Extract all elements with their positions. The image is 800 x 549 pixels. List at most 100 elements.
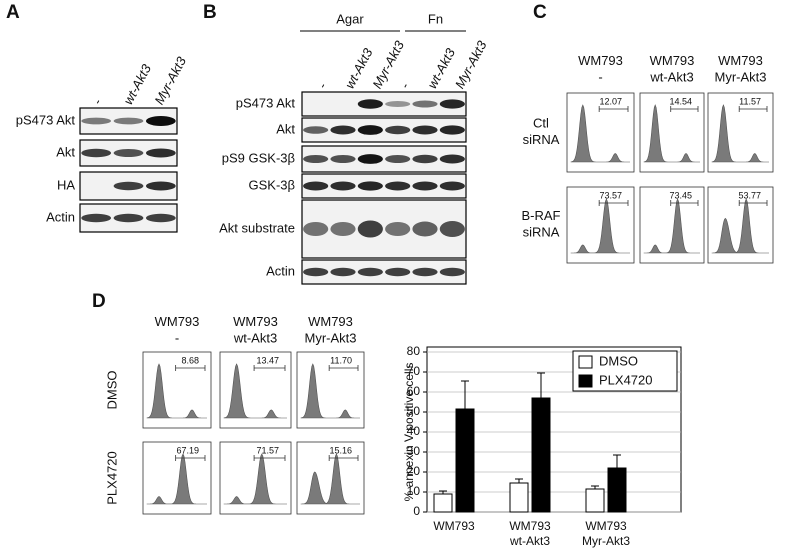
blot-band (303, 155, 329, 163)
gate (598, 106, 629, 112)
blot-band (357, 125, 383, 135)
gate-value: 53.77 (738, 190, 761, 200)
blot-band (439, 267, 465, 277)
gate (175, 455, 206, 461)
gate-value: 73.57 (599, 190, 622, 200)
blot-band (330, 181, 356, 191)
histogram (300, 363, 360, 419)
blot-band (145, 148, 176, 158)
row-label: Akt substrate (219, 220, 295, 235)
histogram (570, 104, 630, 163)
bar (433, 493, 453, 513)
blot-band (145, 213, 176, 223)
column-label: WM793- (578, 53, 623, 84)
blot-band (330, 222, 356, 236)
column-label: - (314, 80, 330, 91)
column-label: Myr-Akt3 (151, 54, 189, 107)
bar (585, 488, 605, 513)
row-label: Actin (266, 263, 295, 278)
bar (509, 482, 529, 513)
row-label: B-RAF siRNA (522, 208, 561, 239)
gate-value: 12.07 (599, 96, 622, 106)
gate (738, 106, 768, 112)
y-tick-label: 80 (407, 344, 421, 358)
y-tick-label: 50 (407, 404, 421, 418)
gate (738, 200, 768, 206)
y-axis-label: % annexin V positive cells (402, 363, 416, 502)
blot-band (439, 181, 465, 191)
blot-band (113, 213, 144, 223)
blot-band (439, 221, 465, 237)
blot-band (412, 181, 438, 191)
blot-band (303, 181, 329, 191)
gate (670, 200, 699, 206)
gate-value: 71.57 (256, 445, 279, 455)
blot-band (385, 181, 411, 191)
blot-band (330, 155, 356, 163)
blot-band (439, 99, 465, 109)
legend-swatch (578, 355, 593, 369)
gate (328, 455, 359, 461)
bar (607, 467, 627, 513)
panel-label: D (92, 291, 106, 312)
blot-frame (301, 259, 467, 285)
gate-value: 14.54 (669, 96, 692, 106)
error-bar (461, 380, 469, 409)
row-label: pS9 GSK-3β (222, 150, 295, 165)
blot-band (412, 125, 438, 135)
histogram (146, 453, 207, 505)
panel-label: B (203, 2, 217, 23)
histogram (300, 453, 360, 505)
x-tick-label: WM793 wt-Akt3 (509, 519, 551, 548)
blot-frame (301, 117, 467, 143)
histogram (711, 104, 769, 163)
histogram (223, 363, 287, 419)
bar (455, 408, 475, 513)
column-label: WM793 wt-Akt3 (233, 314, 278, 345)
gate (598, 200, 629, 206)
blot-band (357, 220, 383, 238)
gate-value: 73.45 (669, 190, 692, 200)
blot-band (330, 267, 356, 277)
row-label: PLX4720 (104, 451, 119, 505)
column-label: WM793 wt-Akt3 (649, 53, 694, 84)
group-label: Agar (336, 11, 364, 26)
blot-band (113, 117, 144, 125)
gate-value: 11.70 (330, 355, 352, 365)
blot-band (385, 222, 411, 236)
blot-frame (301, 173, 467, 199)
blot-band (113, 149, 144, 157)
histogram (643, 198, 700, 254)
histogram (643, 104, 700, 163)
blot-band (357, 267, 383, 277)
column-label: - (89, 96, 105, 107)
blot-frame (301, 91, 467, 117)
gate (328, 365, 359, 371)
row-label: HA (57, 177, 75, 192)
histogram (570, 198, 630, 254)
blot-band (412, 267, 438, 277)
gate-value: 13.47 (256, 355, 279, 365)
legend-label: DMSO (599, 353, 638, 368)
legend-swatch (578, 374, 593, 388)
blot-band (357, 181, 383, 191)
x-tick-label: WM793 Myr-Akt3 (582, 519, 630, 548)
blot-band (81, 148, 112, 158)
y-tick-label: 0 (413, 504, 420, 518)
blot-band (439, 154, 465, 164)
row-label: GSK-3β (249, 177, 296, 192)
blot-band (357, 154, 383, 164)
blot-band (303, 126, 329, 134)
blot-band (412, 100, 438, 108)
error-bar (591, 485, 599, 489)
row-label: pS473 Akt (16, 112, 76, 127)
blot-band (412, 154, 438, 164)
column-label: WM793 Myr-Akt3 (305, 314, 357, 345)
error-bar (613, 454, 621, 468)
blot-frame (301, 145, 467, 173)
blot-band (385, 267, 411, 277)
blot-frame (301, 199, 467, 259)
blot-band (145, 116, 176, 126)
blot-band (145, 181, 176, 191)
